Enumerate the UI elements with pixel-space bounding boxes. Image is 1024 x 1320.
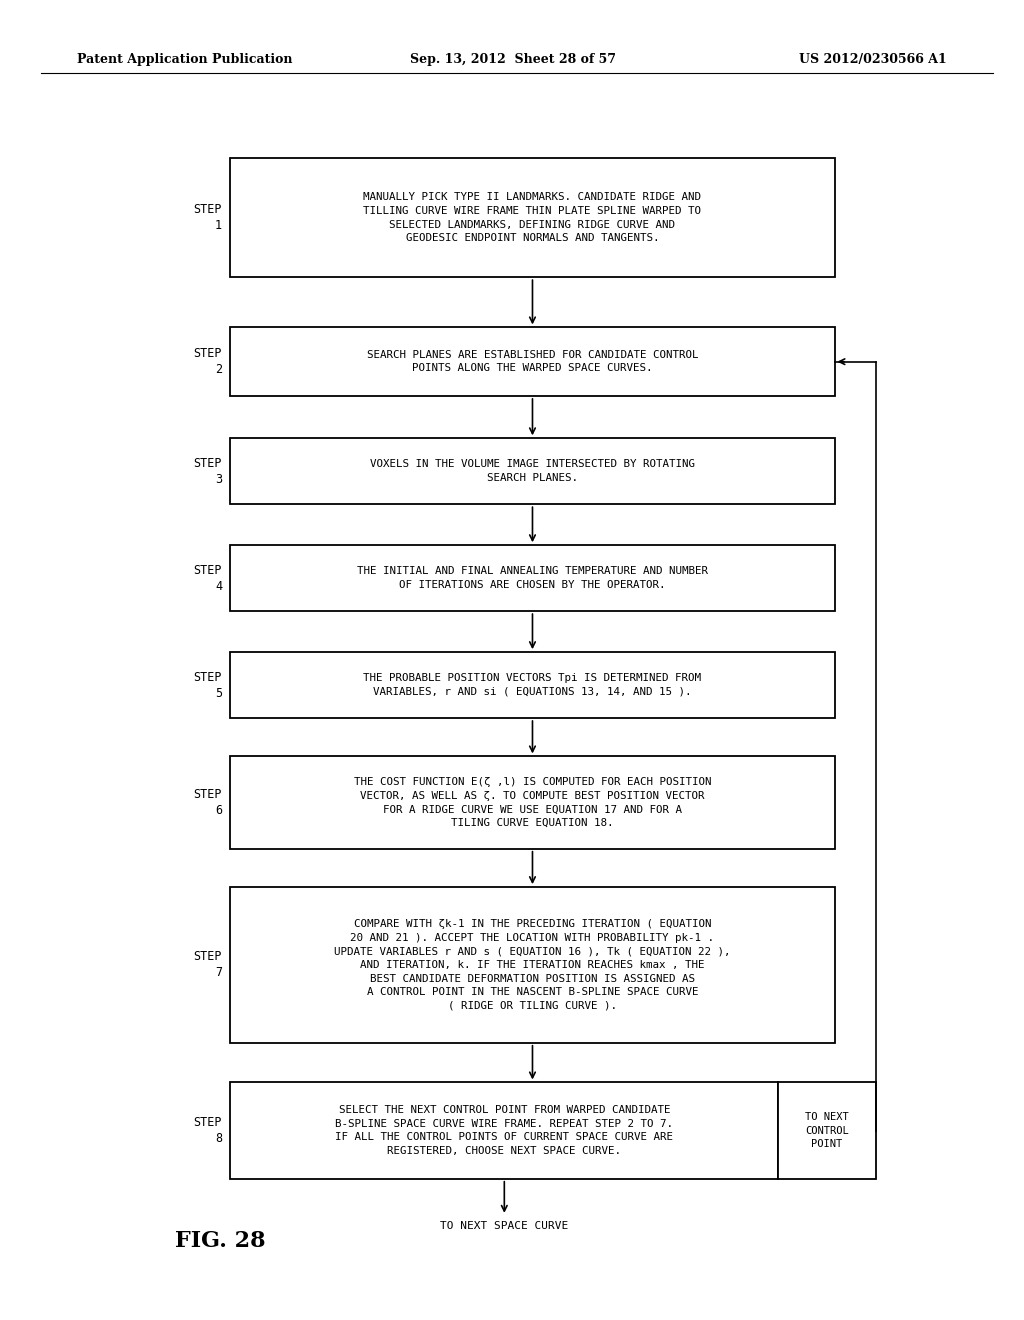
- Text: STEP
7: STEP 7: [194, 950, 222, 979]
- Text: SELECT THE NEXT CONTROL POINT FROM WARPED CANDIDATE
B-SPLINE SPACE CURVE WIRE FR: SELECT THE NEXT CONTROL POINT FROM WARPE…: [335, 1105, 674, 1156]
- Bar: [230, 158, 835, 277]
- Bar: [230, 327, 835, 396]
- Text: STEP
2: STEP 2: [194, 347, 222, 376]
- Bar: [230, 438, 835, 504]
- Bar: [230, 545, 835, 611]
- Bar: [778, 1082, 876, 1179]
- Text: FIG. 28: FIG. 28: [175, 1230, 265, 1251]
- Text: STEP
6: STEP 6: [194, 788, 222, 817]
- Bar: [230, 1082, 778, 1179]
- Text: MANUALLY PICK TYPE II LANDMARKS. CANDIDATE RIDGE AND
TILLING CURVE WIRE FRAME TH: MANUALLY PICK TYPE II LANDMARKS. CANDIDA…: [364, 193, 701, 243]
- Text: TO NEXT
CONTROL
POINT: TO NEXT CONTROL POINT: [805, 1111, 849, 1150]
- Text: VOXELS IN THE VOLUME IMAGE INTERSECTED BY ROTATING
SEARCH PLANES.: VOXELS IN THE VOLUME IMAGE INTERSECTED B…: [370, 459, 695, 483]
- Text: STEP
8: STEP 8: [194, 1117, 222, 1144]
- Text: Sep. 13, 2012  Sheet 28 of 57: Sep. 13, 2012 Sheet 28 of 57: [410, 53, 615, 66]
- Text: THE PROBABLE POSITION VECTORS Tpi IS DETERMINED FROM
VARIABLES, r AND si ( EQUAT: THE PROBABLE POSITION VECTORS Tpi IS DET…: [364, 673, 701, 697]
- Bar: [230, 887, 835, 1043]
- Text: Patent Application Publication: Patent Application Publication: [77, 53, 292, 66]
- Bar: [230, 756, 835, 849]
- Text: US 2012/0230566 A1: US 2012/0230566 A1: [799, 53, 946, 66]
- Text: STEP
3: STEP 3: [194, 457, 222, 486]
- Text: STEP
1: STEP 1: [194, 203, 222, 232]
- Text: SEARCH PLANES ARE ESTABLISHED FOR CANDIDATE CONTROL
POINTS ALONG THE WARPED SPAC: SEARCH PLANES ARE ESTABLISHED FOR CANDID…: [367, 350, 698, 374]
- Text: THE INITIAL AND FINAL ANNEALING TEMPERATURE AND NUMBER
OF ITERATIONS ARE CHOSEN : THE INITIAL AND FINAL ANNEALING TEMPERAT…: [357, 566, 708, 590]
- Text: STEP
5: STEP 5: [194, 671, 222, 700]
- Text: COMPARE WITH ζk-1 IN THE PRECEDING ITERATION ( EQUATION
20 AND 21 ). ACCEPT THE : COMPARE WITH ζk-1 IN THE PRECEDING ITERA…: [334, 919, 731, 1011]
- Text: STEP
4: STEP 4: [194, 564, 222, 593]
- Bar: [230, 652, 835, 718]
- Text: THE COST FUNCTION E(ζ ,l) IS COMPUTED FOR EACH POSITION
VECTOR, AS WELL AS ζ. TO: THE COST FUNCTION E(ζ ,l) IS COMPUTED FO…: [353, 777, 712, 828]
- Text: TO NEXT SPACE CURVE: TO NEXT SPACE CURVE: [440, 1221, 568, 1232]
